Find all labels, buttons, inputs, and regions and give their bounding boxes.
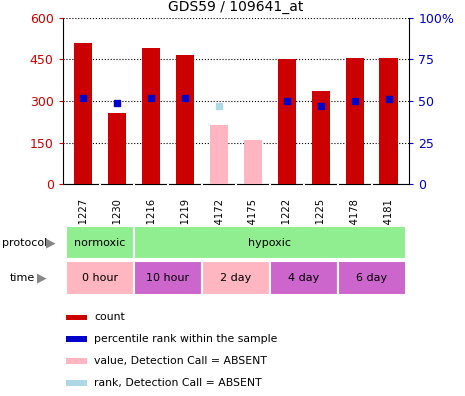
Text: ▶: ▶ (37, 272, 47, 285)
Bar (66, 337, 87, 342)
Bar (134, 226, 406, 259)
Text: protocol: protocol (2, 238, 47, 248)
Text: 4 day: 4 day (288, 273, 319, 283)
Bar (312, 91, 330, 184)
Text: 2 day: 2 day (220, 273, 252, 283)
Bar (142, 48, 160, 184)
Text: GSM4175: GSM4175 (248, 198, 258, 246)
Text: 10 hour: 10 hour (146, 273, 190, 283)
Text: rank, Detection Call = ABSENT: rank, Detection Call = ABSENT (94, 378, 262, 388)
Bar (66, 261, 134, 295)
Text: GSM1227: GSM1227 (78, 198, 88, 246)
Bar (379, 58, 398, 184)
Bar (176, 55, 194, 184)
Text: GSM1225: GSM1225 (316, 198, 326, 246)
Text: value, Detection Call = ABSENT: value, Detection Call = ABSENT (94, 356, 267, 366)
Text: ▶: ▶ (46, 236, 55, 249)
Bar (66, 314, 87, 320)
Text: GSM1216: GSM1216 (146, 198, 156, 246)
Text: percentile rank within the sample: percentile rank within the sample (94, 334, 277, 344)
Text: GSM4178: GSM4178 (350, 198, 360, 246)
Bar (210, 124, 228, 184)
Text: count: count (94, 312, 125, 322)
Text: GSM1222: GSM1222 (282, 198, 292, 246)
Bar (270, 261, 338, 295)
Title: GDS59 / 109641_at: GDS59 / 109641_at (168, 0, 304, 14)
Bar (66, 380, 87, 386)
Text: GSM1230: GSM1230 (112, 198, 122, 246)
Text: 6 day: 6 day (356, 273, 387, 283)
Bar (278, 59, 296, 184)
Text: hypoxic: hypoxic (248, 238, 292, 248)
Bar (66, 226, 134, 259)
Bar (108, 113, 126, 184)
Bar (74, 43, 93, 184)
Text: normoxic: normoxic (74, 238, 126, 248)
Text: GSM1219: GSM1219 (180, 198, 190, 246)
Bar (338, 261, 406, 295)
Bar (345, 58, 364, 184)
Text: time: time (9, 273, 34, 283)
Text: 0 hour: 0 hour (82, 273, 118, 283)
Bar (244, 140, 262, 184)
Bar (134, 261, 202, 295)
Text: GSM4181: GSM4181 (384, 198, 394, 246)
Text: GSM4172: GSM4172 (214, 198, 224, 246)
Bar (66, 358, 87, 364)
Bar (202, 261, 270, 295)
